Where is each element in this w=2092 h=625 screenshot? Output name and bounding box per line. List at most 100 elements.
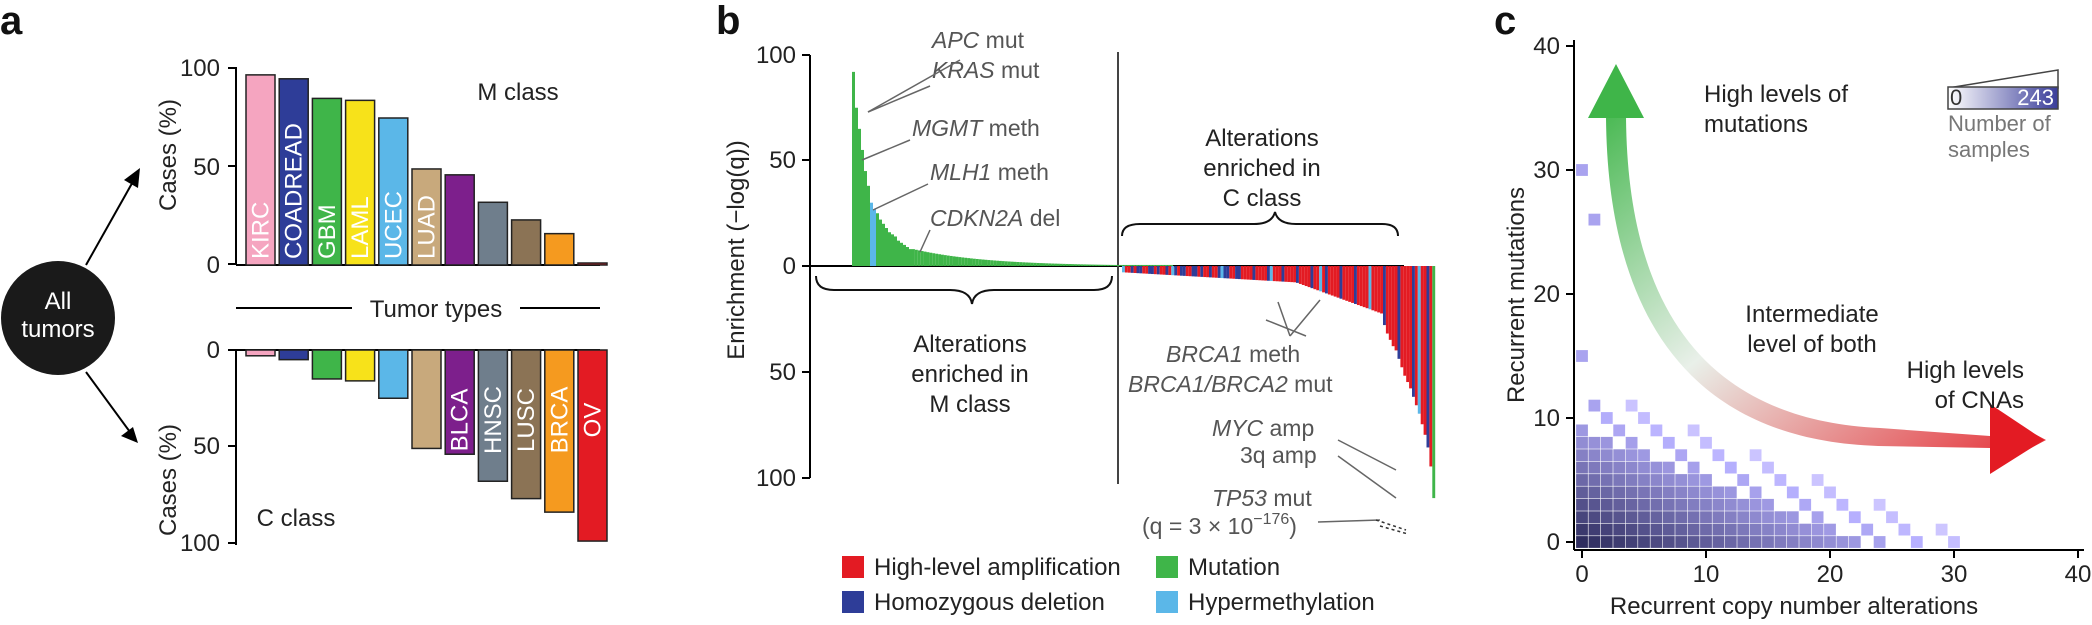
c-heatmap-cell xyxy=(1700,523,1712,536)
b-leader-kras xyxy=(867,85,931,113)
c-heatmap-cell xyxy=(1662,461,1675,474)
c-heatmap-cell xyxy=(1625,486,1638,499)
b-c-bar xyxy=(1333,266,1337,297)
c-heatmap-cell xyxy=(1749,486,1762,499)
c-xlabel: Recurrent copy number alterations xyxy=(1610,593,1978,620)
panel-label-b: b xyxy=(716,0,740,43)
c-gradient-arrow-body xyxy=(1606,112,2046,470)
b-m-bar xyxy=(864,171,867,266)
c-heatmap-cell xyxy=(1687,474,1700,486)
c-heatmap-cell xyxy=(1700,436,1712,449)
b-m-bar xyxy=(929,252,933,266)
c-heatmap-cell xyxy=(1799,523,1812,536)
c-heatmap-cell xyxy=(1762,523,1774,536)
a-c-class-label: C class xyxy=(257,505,336,532)
b-c-bar xyxy=(1301,266,1305,285)
b-m-bar xyxy=(912,249,915,266)
b-m-bar xyxy=(1146,264,1150,266)
a-top-bar xyxy=(577,262,608,266)
c-heatmap-cell xyxy=(1638,498,1650,511)
a-bottom-bar xyxy=(544,349,575,513)
a-top-bar xyxy=(311,97,343,266)
b-c-bar xyxy=(1240,266,1244,280)
a-top-ylabel: Cases (%) xyxy=(155,99,182,211)
b-c-bar xyxy=(1287,266,1291,282)
b-c-bar xyxy=(1214,266,1218,278)
b-c-bar xyxy=(1284,266,1288,282)
c-heatmap-cell xyxy=(1836,498,1849,511)
c-heatmap-cell xyxy=(1687,511,1700,524)
c-heatmap-cell xyxy=(1588,498,1601,511)
b-leader-myc xyxy=(1337,439,1397,471)
b-c-bar xyxy=(1258,266,1262,281)
b-m-bar xyxy=(1074,264,1078,266)
c-ytick-label: 20 xyxy=(1533,281,1560,308)
c-heatmap-cell xyxy=(1650,461,1663,474)
c-heatmap-cell xyxy=(1886,511,1898,524)
b-c-bar xyxy=(1168,266,1172,276)
c-heatmap-cell xyxy=(1799,498,1812,511)
c-heatmap-cell xyxy=(1786,523,1799,536)
b-m-bar xyxy=(964,257,968,266)
a-m-class-label: M class xyxy=(477,79,558,106)
c-heatmap-cell xyxy=(1638,486,1650,499)
c-heatmap-cell xyxy=(1613,511,1626,524)
a-bottom-bar xyxy=(245,349,276,357)
c-heatmap-cell xyxy=(1638,536,1650,548)
c-heatmap-cells xyxy=(1576,164,1960,548)
b-group-m-3: M class xyxy=(929,391,1010,418)
a-top-bar-label: UCEC xyxy=(380,191,407,259)
b-m-bar xyxy=(943,255,947,266)
c-heatmap-cell xyxy=(1588,474,1601,486)
b-c-bar xyxy=(1356,266,1360,306)
b-m-bar xyxy=(1080,264,1084,266)
b-m-bar xyxy=(1004,261,1008,266)
b-group-c-2: enriched in xyxy=(1203,155,1320,182)
c-heatmap-cell xyxy=(1600,486,1613,499)
b-m-bar xyxy=(975,258,979,266)
b-m-bar xyxy=(1019,262,1023,266)
b-m-bar xyxy=(987,260,991,266)
b-annot-mgmt: MGMT meth xyxy=(912,115,1040,141)
b-m-bar xyxy=(1109,264,1113,266)
c-xtick-label: 20 xyxy=(1817,561,1844,588)
b-m-bar xyxy=(1170,264,1173,266)
b-annot-myc: MYC amp xyxy=(1212,415,1314,441)
b-c-bar xyxy=(1220,266,1224,279)
c-heatmap-cell xyxy=(1576,474,1588,486)
b-m-bar xyxy=(1106,264,1110,266)
b-m-bar xyxy=(935,253,939,266)
c-heatmap-cell xyxy=(1662,474,1675,486)
c-heatmap-cell xyxy=(1675,511,1688,524)
b-c-bar xyxy=(1290,266,1294,283)
c-cna-arrowhead xyxy=(1990,404,2044,474)
b-c-bar xyxy=(1211,266,1215,278)
b-m-bar xyxy=(1057,263,1060,266)
b-m-bar xyxy=(917,250,921,266)
b-m-bar xyxy=(1132,264,1136,266)
b-c-bar xyxy=(1156,266,1160,275)
b-leader-tp53 xyxy=(1317,519,1381,523)
b-m-bar xyxy=(990,260,994,266)
b-c-bar xyxy=(1397,266,1401,359)
a-top-bar-label: LUAD xyxy=(414,195,441,259)
b-m-bar xyxy=(972,258,976,266)
b-m-bar xyxy=(879,219,882,266)
c-heatmap-cell xyxy=(1935,523,1948,536)
c-heatmap-cell xyxy=(1811,523,1824,536)
c-scale-bar xyxy=(1947,86,2059,110)
c-heatmap-cell xyxy=(1737,523,1750,536)
b-c-bar xyxy=(1412,266,1415,397)
c-heatmap-cell xyxy=(1588,399,1601,412)
b-m-bar xyxy=(1129,264,1133,266)
b-m-bar xyxy=(1030,262,1034,266)
b-m-bar xyxy=(938,254,941,266)
b-m-bar xyxy=(1097,264,1101,266)
c-heatmap-cell xyxy=(1600,523,1613,536)
b-c-bar xyxy=(1365,266,1369,309)
b-ytick-neg100: 100 xyxy=(756,465,796,492)
b-c-bar xyxy=(1298,266,1302,284)
b-m-bar xyxy=(1033,262,1037,266)
c-heatmap-cell xyxy=(1811,536,1824,548)
b-c-bar xyxy=(1313,266,1317,290)
